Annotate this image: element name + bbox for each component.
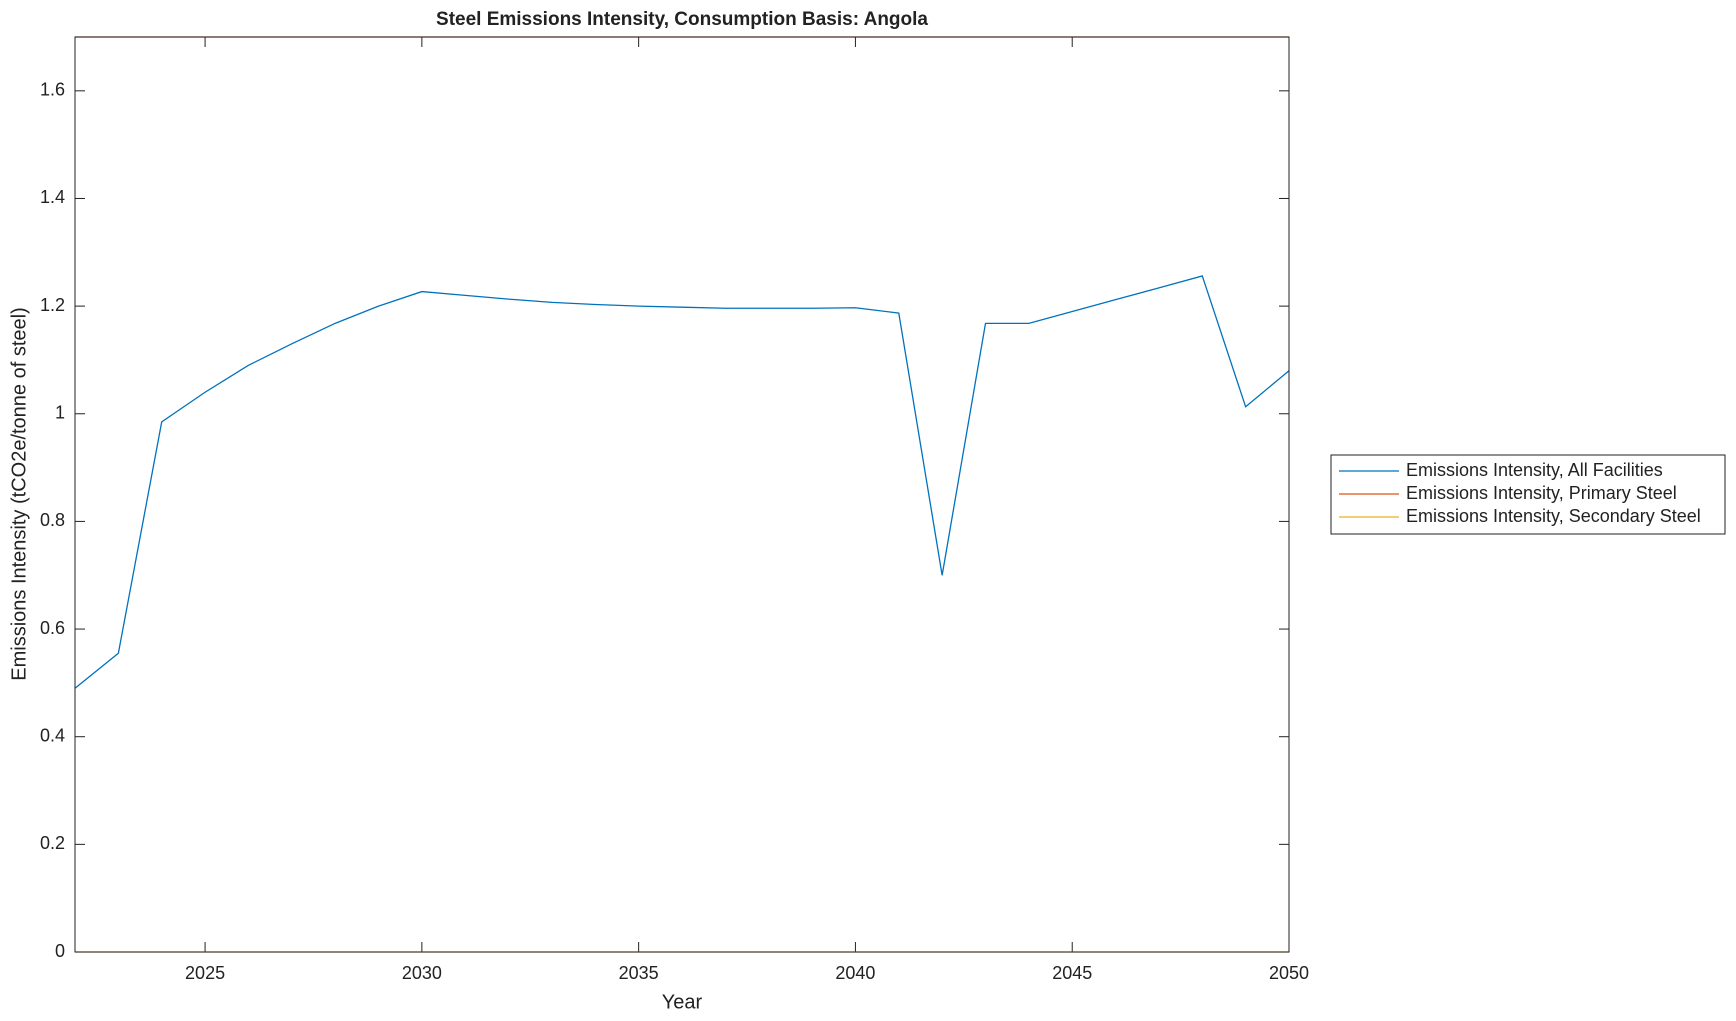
plot-area [75, 37, 1289, 952]
y-tick-label: 1.6 [40, 80, 65, 100]
y-tick-label: 1.2 [40, 295, 65, 315]
y-tick-label: 0.2 [40, 833, 65, 853]
legend-label: Emissions Intensity, All Facilities [1406, 460, 1663, 480]
y-tick-label: 1.4 [40, 187, 65, 207]
legend-label: Emissions Intensity, Secondary Steel [1406, 506, 1701, 526]
y-tick-label: 0.8 [40, 510, 65, 530]
x-tick-label: 2035 [619, 963, 659, 983]
y-tick-label: 1 [55, 403, 65, 423]
y-axis-label: Emissions Intensity (tCO2e/tonne of stee… [8, 307, 30, 681]
x-axis-label: Year [662, 991, 703, 1013]
x-tick-label: 2045 [1052, 963, 1092, 983]
y-tick-label: 0.4 [40, 725, 65, 745]
chart-title: Steel Emissions Intensity, Consumption B… [436, 9, 928, 30]
y-tick-label: 0 [55, 941, 65, 961]
legend-label: Emissions Intensity, Primary Steel [1406, 483, 1677, 503]
x-tick-label: 2025 [185, 963, 225, 983]
y-tick-label: 0.6 [40, 618, 65, 638]
x-tick-label: 2030 [402, 963, 442, 983]
series-line [74, 275, 1290, 689]
axes-box [74, 36, 1290, 953]
x-tick-label: 2040 [835, 963, 875, 983]
x-tick-label: 2050 [1269, 963, 1309, 983]
